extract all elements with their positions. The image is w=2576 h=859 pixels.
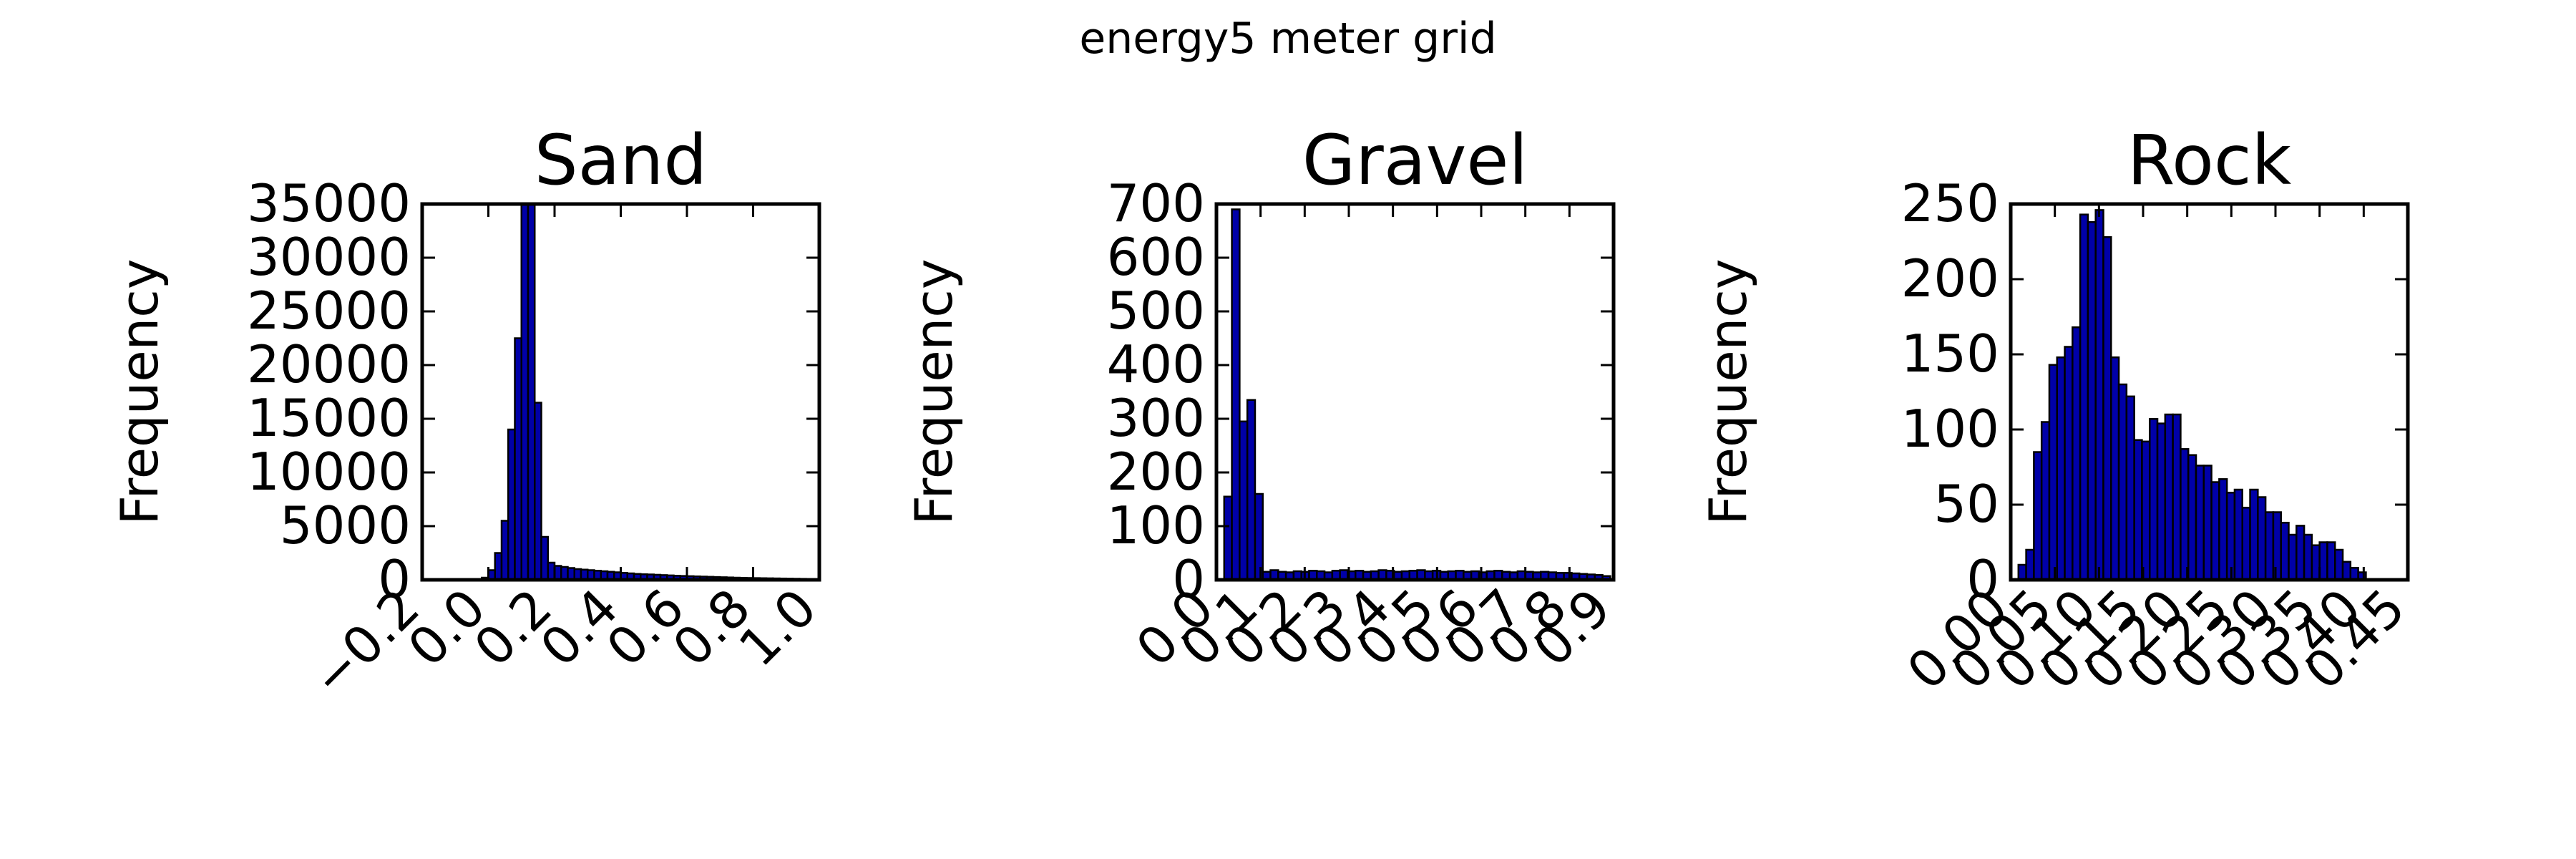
rock-histogram-bar (2341, 560, 2352, 580)
rock-histogram-bar (2072, 326, 2082, 580)
sand-histogram-bar (500, 520, 509, 580)
rock-bars (2017, 209, 2367, 580)
sand-histogram-bar (514, 337, 522, 580)
gravel-ytick-label: 500 (1107, 281, 1205, 341)
gravel-ytick-label: 0 (1172, 549, 1205, 609)
sand-ytick-label: 5000 (280, 495, 411, 555)
sand-histogram-bar (494, 552, 503, 580)
rock-histogram-bar (2326, 541, 2336, 580)
rock-histogram-bar (2280, 521, 2290, 580)
rock-histogram-bar (2079, 213, 2089, 580)
rock-histogram-bar (2040, 421, 2051, 580)
sand-histogram-bar (527, 204, 536, 580)
rock-histogram-bar (2218, 478, 2228, 580)
rock-histogram-bar (2033, 451, 2043, 580)
sand-histogram-bar (520, 204, 530, 580)
rock-histogram-bar (2349, 566, 2359, 580)
gravel-ytick-label: 700 (1107, 173, 1205, 233)
rock-axes-frame (2009, 202, 2410, 582)
sand-ytick-label: 15000 (247, 388, 411, 448)
rock-histogram-bar (2117, 383, 2128, 580)
gravel-ytick-label: 400 (1107, 334, 1205, 394)
rock-histogram-bar (2257, 496, 2267, 580)
rock-histogram-bar (2311, 544, 2321, 580)
rock-histogram-bar (2025, 548, 2035, 580)
rock-histogram-bar (2303, 533, 2313, 580)
sand-ytick-label: 0 (378, 549, 411, 609)
sand-ytick-label: 10000 (247, 442, 411, 502)
gravel-ytick-label: 300 (1107, 388, 1205, 448)
rock-histogram-bar (2048, 364, 2058, 580)
figure-suptitle: energy5 meter grid (1079, 14, 1496, 64)
rock-histogram-bar (2056, 356, 2066, 580)
sand-bars (481, 204, 819, 580)
rock-ytick-label: 100 (1901, 399, 1999, 459)
sand-ytick-label: 30000 (247, 227, 411, 287)
rock-histogram-bar (2249, 488, 2259, 580)
rock-ytick-label: 150 (1901, 324, 1999, 384)
gravel-ytick-label: 600 (1107, 227, 1205, 287)
rock-histogram-bar (2264, 511, 2275, 580)
gravel-ylabel: Frequency (904, 259, 964, 525)
sand-ytick-label: 20000 (247, 334, 411, 394)
rock-histogram-bar (2180, 448, 2190, 580)
rock-histogram-bar (2149, 418, 2159, 580)
rock-histogram-bar (2156, 422, 2167, 580)
rock-histogram-bar (2241, 506, 2251, 580)
rock-title: Rock (2127, 120, 2292, 200)
rock-histogram-bar (2141, 440, 2151, 580)
rock-histogram-bar (2125, 395, 2135, 580)
rock-ytick-label: 250 (1901, 173, 1999, 233)
gravel-histogram-bar (1246, 399, 1257, 580)
rock-histogram-bar (2110, 356, 2120, 580)
gravel-axes-frame (1214, 202, 1616, 582)
rock-histogram-bar (2202, 465, 2212, 580)
rock-histogram-bar (2017, 563, 2027, 580)
gravel-histogram-bar (1254, 492, 1264, 580)
rock-histogram-bar (2288, 533, 2298, 580)
sand-ytick-label: 25000 (247, 281, 411, 341)
gravel-ytick-label: 200 (1107, 442, 1205, 502)
rock-histogram-bar (2357, 571, 2367, 580)
sand-histogram-bar (540, 535, 549, 580)
gravel-histogram-bar (1601, 575, 1611, 580)
rock-histogram-bar (2133, 439, 2143, 580)
rock-histogram-bar (2172, 413, 2182, 580)
rock-histogram-bar (2102, 236, 2112, 580)
rock-histogram-bar (2087, 220, 2097, 580)
rock-ytick-label: 0 (1966, 549, 1999, 609)
rock-histogram-bar (2187, 454, 2197, 580)
rock-histogram-bar (2233, 488, 2243, 580)
sand-ytick-label: 35000 (247, 173, 411, 233)
gravel-histogram-bar (1231, 208, 1241, 580)
rock-histogram-bar (2296, 525, 2306, 580)
gravel-title: Gravel (1302, 120, 1528, 200)
gravel-ytick-label: 100 (1107, 495, 1205, 555)
rock-histogram-bar (2334, 548, 2344, 580)
rock-histogram-bar (2225, 491, 2236, 580)
sand-title: Sand (535, 120, 708, 200)
rock-histogram-bar (2195, 465, 2205, 580)
sand-histogram-bar (534, 402, 542, 580)
rock-histogram-bar (2094, 209, 2104, 580)
gravel-histogram-bar (1239, 420, 1249, 580)
rock-histogram-bar (2210, 481, 2220, 580)
rock-ytick-label: 50 (1933, 474, 1999, 534)
rock-ytick-label: 200 (1901, 248, 1999, 309)
rock-histogram-bar (2064, 346, 2074, 580)
sand-histogram-bar (560, 566, 569, 580)
gravel-histogram-bar (1223, 495, 1233, 580)
rock-ylabel: Frequency (1698, 259, 1758, 525)
sand-ylabel: Frequency (109, 259, 170, 525)
sand-histogram-bar (507, 428, 516, 580)
rock-histogram-bar (2318, 541, 2328, 580)
rock-histogram-bar (2164, 413, 2174, 580)
